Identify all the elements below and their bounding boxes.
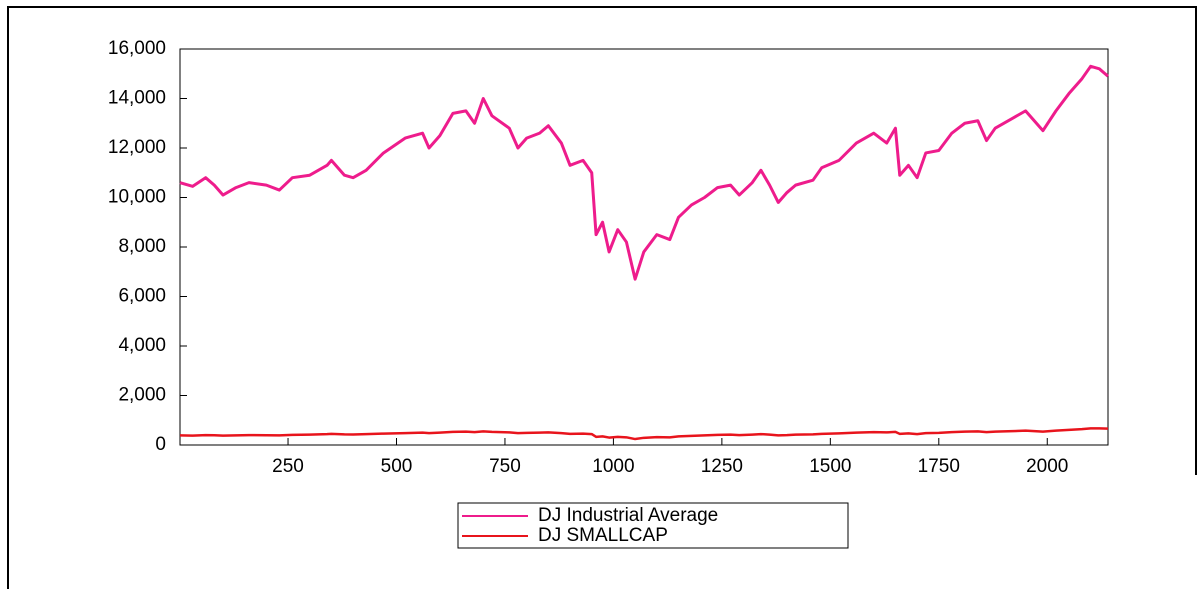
series-line	[179, 427, 1109, 441]
x-tick-label: 1000	[592, 456, 634, 477]
y-tick-label: 16,000	[108, 38, 166, 59]
legend	[457, 502, 849, 549]
frame	[7, 6, 1197, 589]
y-tick-label: 4,000	[118, 335, 166, 356]
x-tick-label: 1750	[918, 456, 960, 477]
x-tick-label: 2000	[1026, 456, 1068, 477]
y-tick-label: 2,000	[118, 385, 166, 406]
x-tick-label: 1500	[809, 456, 851, 477]
x-tick-label: 1250	[701, 456, 743, 477]
plot-area	[179, 48, 1109, 446]
series-line	[179, 64, 1109, 281]
x-tick-label: 750	[489, 456, 521, 477]
y-tick-label: 6,000	[118, 286, 166, 307]
legend-label: DJ SMALLCAP	[538, 525, 668, 546]
x-tick-label: 500	[381, 456, 413, 477]
y-tick-label: 0	[155, 434, 166, 455]
y-tick-label: 8,000	[118, 236, 166, 257]
y-tick-label: 12,000	[108, 137, 166, 158]
y-tick-label: 14,000	[108, 88, 166, 109]
x-tick-label: 250	[272, 456, 304, 477]
legend-label: DJ Industrial Average	[538, 505, 718, 526]
y-tick-label: 10,000	[108, 187, 166, 208]
